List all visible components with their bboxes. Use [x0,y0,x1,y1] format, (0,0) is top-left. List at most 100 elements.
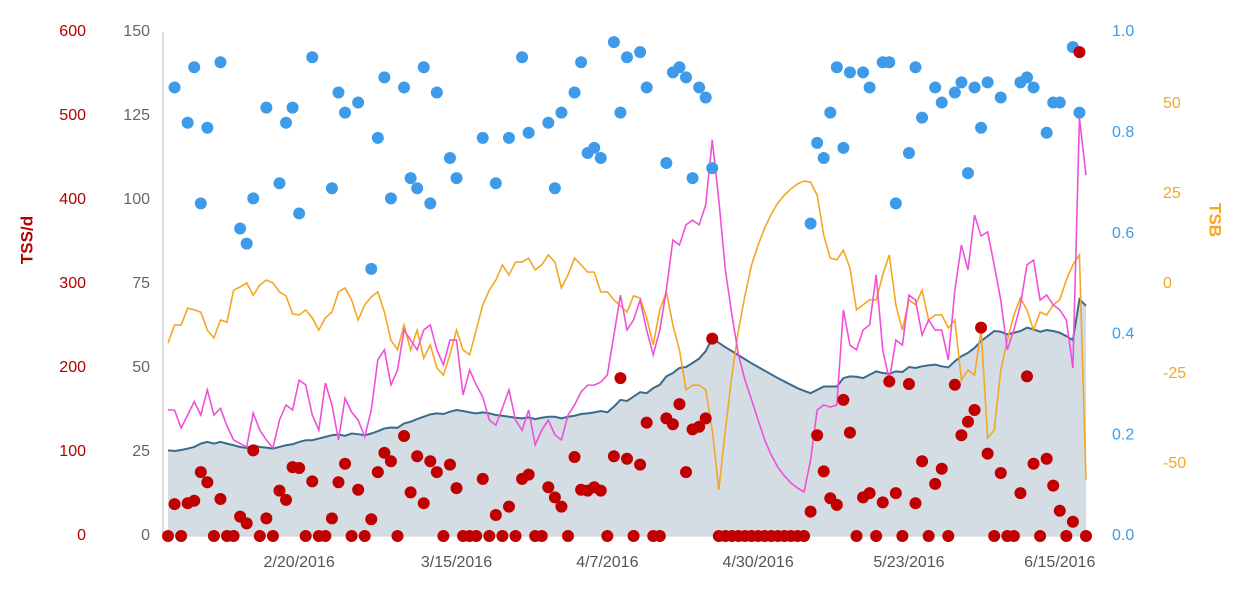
dot [588,141,601,154]
x-tick-label: 3/15/2016 [421,554,492,571]
x-tick-label: 4/7/2016 [576,554,638,571]
dot [680,71,693,84]
dot [1014,487,1027,500]
dot [660,157,673,170]
dot [306,475,319,488]
dot [916,455,929,468]
dot [548,491,561,504]
dot [535,530,548,542]
dot [935,96,948,109]
y4-tick-label: 25 [1163,185,1181,202]
dot [627,530,640,542]
dot [607,36,620,49]
x-tick-label: 2/20/2016 [264,554,335,571]
dot [988,530,1001,542]
dot [896,530,909,542]
dot [935,462,948,475]
y4-tick-label: 50 [1163,95,1181,112]
dot [673,61,686,74]
dot [1073,46,1086,59]
dot [240,517,253,530]
dot [948,86,961,99]
dot [384,455,397,468]
dot [975,121,988,134]
dot [601,530,614,542]
dot [902,146,915,159]
dot [280,493,293,506]
dot [286,101,299,114]
dot [188,61,201,74]
dot [1053,504,1066,517]
dot [168,81,181,94]
dot [260,512,273,525]
dot [843,426,856,439]
dot [443,458,456,471]
dot [680,466,693,479]
dot [489,177,502,190]
area-line [167,296,1087,452]
dot [430,86,443,99]
dot [502,500,515,513]
dot [824,106,837,119]
dot [280,116,293,129]
y-tick-label: 0 [77,527,86,544]
dot [568,451,581,464]
dot [817,465,830,478]
dot [476,131,489,144]
dot [811,429,824,442]
dot [1040,452,1053,465]
dot [437,530,450,542]
dot [227,530,240,542]
dot [1027,457,1040,470]
dot [942,530,955,542]
y3-tick-label: 0.8 [1112,124,1134,141]
dot [306,51,319,64]
y-tick-label: 600 [59,23,86,40]
y2-tick-label: 150 [123,23,150,40]
dot [575,56,588,69]
dot [371,466,384,479]
dot [365,513,378,526]
dot [843,66,856,79]
dot [1053,96,1066,109]
dot [1066,515,1079,528]
dot [194,466,207,479]
dot [214,56,227,69]
x-tick-label: 4/30/2016 [723,554,794,571]
dot [948,378,961,391]
dot [909,497,922,510]
dot [929,477,942,490]
dot [1073,106,1086,119]
dot [640,416,653,429]
dot [621,452,633,465]
dot [673,398,686,411]
dot [916,111,929,124]
dot [496,530,509,542]
dot [516,51,529,64]
dot [522,468,535,481]
dot [706,332,719,345]
dot [247,192,260,205]
dot [555,500,568,513]
dot [398,81,411,94]
y3-tick-label: 0.4 [1112,326,1134,343]
dot [404,172,417,185]
dot [975,321,988,334]
dot [378,71,391,84]
dot [214,493,227,506]
y-axis-title: TSS/d [17,216,36,264]
dot [686,172,699,185]
dot [1027,81,1040,94]
dot [247,444,260,457]
dot [634,458,647,471]
dot [798,530,811,542]
dot [1060,530,1073,542]
dot [706,162,719,175]
dot [594,484,607,497]
dot [273,177,286,190]
dot [699,412,712,425]
dot [450,482,463,495]
y-tick-label: 400 [59,191,86,208]
dot [450,172,463,185]
dot [883,56,896,69]
